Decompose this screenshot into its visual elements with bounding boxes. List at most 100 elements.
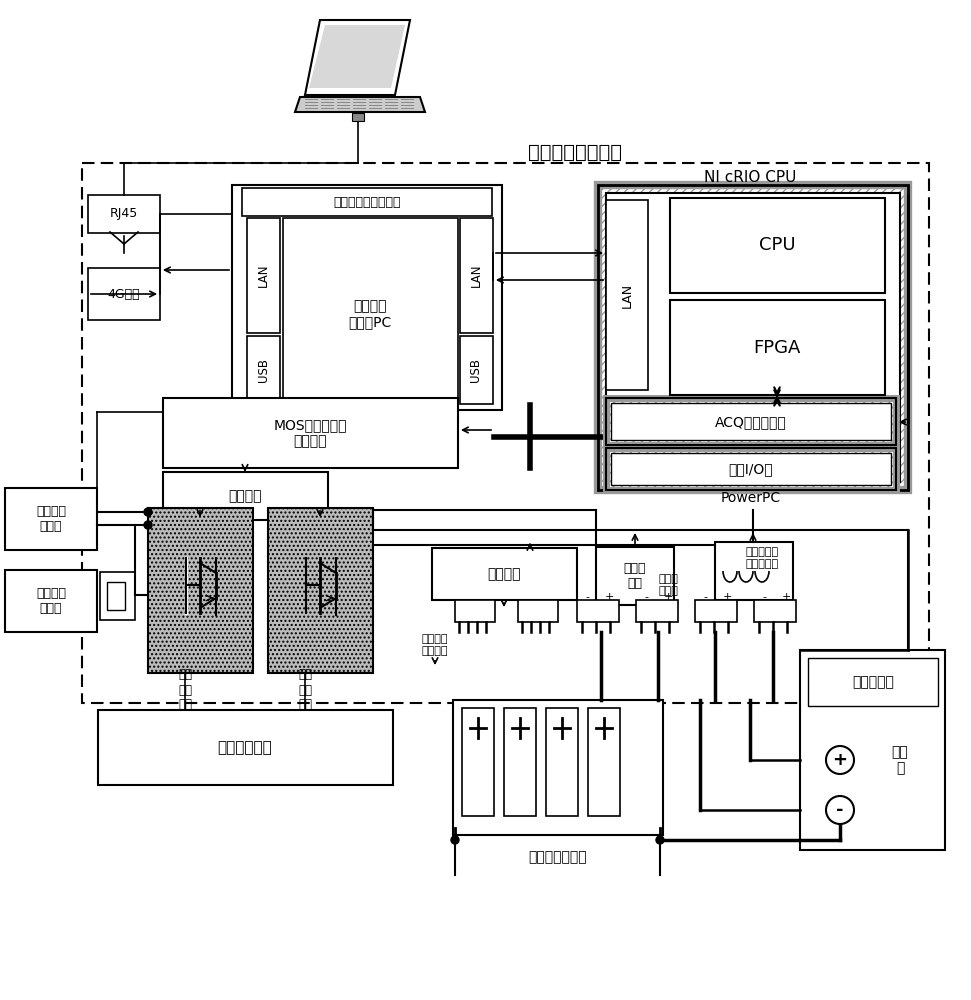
Bar — [800, 650, 945, 850]
Bar — [577, 600, 619, 622]
Bar — [98, 710, 393, 785]
Bar — [453, 700, 663, 835]
Text: 充电
机: 充电 机 — [891, 745, 909, 775]
Text: LAN: LAN — [470, 263, 483, 287]
Text: 被测试电能表: 被测试电能表 — [218, 740, 273, 756]
Text: 电能脉
冲输入: 电能脉 冲输入 — [658, 574, 678, 596]
Text: +: + — [722, 592, 732, 602]
Bar — [606, 448, 896, 490]
Text: +: + — [663, 592, 673, 602]
Circle shape — [451, 836, 459, 844]
Bar — [283, 218, 458, 410]
Bar — [268, 508, 373, 673]
Text: NI cRIO CPU: NI cRIO CPU — [704, 170, 796, 186]
Bar — [100, 572, 135, 620]
Bar — [82, 163, 929, 703]
Bar — [715, 542, 793, 600]
Text: 隔离驱动: 隔离驱动 — [228, 489, 262, 503]
Text: CPU: CPU — [758, 236, 795, 254]
Text: +: + — [604, 592, 614, 602]
Polygon shape — [305, 20, 410, 95]
Bar — [247, 336, 280, 404]
Bar — [88, 195, 160, 233]
Bar — [242, 188, 492, 216]
Polygon shape — [309, 25, 405, 88]
Text: 数字I/O卡: 数字I/O卡 — [728, 462, 773, 476]
Text: 4G模块: 4G模块 — [108, 288, 141, 300]
Circle shape — [826, 796, 854, 824]
Text: 脉冲
电流
输出: 脉冲 电流 输出 — [178, 668, 192, 712]
Bar — [5, 488, 97, 550]
Bar — [432, 548, 577, 600]
Text: 固态硬盘（存储器）: 固态硬盘（存储器） — [333, 196, 401, 209]
Bar — [611, 403, 891, 440]
Text: -: - — [836, 801, 844, 819]
Bar — [611, 453, 891, 485]
Bar — [352, 113, 364, 121]
Text: 脉冲
电压
输出: 脉冲 电压 输出 — [298, 668, 312, 712]
Text: PowerPC: PowerPC — [720, 491, 781, 505]
Text: RJ45: RJ45 — [110, 208, 138, 221]
Text: 精密零磁通
电流互感器: 精密零磁通 电流互感器 — [746, 547, 779, 569]
Text: 测试直流
电压源: 测试直流 电压源 — [36, 505, 66, 533]
Bar — [460, 336, 493, 404]
Text: 隔离单元: 隔离单元 — [487, 567, 520, 581]
Bar — [148, 508, 253, 673]
Text: 电池或电子负载: 电池或电子负载 — [528, 850, 587, 864]
Text: +: + — [782, 592, 790, 602]
Bar — [232, 185, 502, 410]
Bar — [107, 582, 125, 610]
Bar — [462, 708, 494, 816]
Circle shape — [333, 31, 397, 95]
Text: 直流电能表校验仪: 直流电能表校验仪 — [528, 142, 622, 161]
Bar — [808, 658, 938, 706]
Bar — [504, 708, 536, 816]
Text: +: + — [832, 751, 848, 769]
Text: USB: USB — [256, 358, 270, 382]
Bar — [606, 200, 648, 390]
Text: 标准分
压器: 标准分 压器 — [623, 562, 647, 590]
Circle shape — [144, 521, 152, 529]
Bar — [247, 218, 280, 333]
Bar — [606, 193, 900, 482]
Bar — [460, 218, 493, 333]
Text: FPGA: FPGA — [753, 339, 801, 357]
Bar — [518, 600, 558, 622]
Polygon shape — [295, 97, 425, 112]
Text: LAN: LAN — [256, 263, 270, 287]
Bar — [598, 185, 908, 490]
Bar — [598, 185, 908, 490]
Text: -: - — [585, 592, 589, 602]
Bar — [588, 708, 620, 816]
Bar — [611, 403, 891, 440]
Bar — [455, 600, 495, 622]
Bar — [611, 453, 891, 485]
Bar — [606, 398, 896, 445]
Bar — [606, 193, 900, 482]
Text: 标准电能
脉冲输出: 标准电能 脉冲输出 — [421, 634, 449, 656]
Bar — [163, 398, 458, 468]
Text: -: - — [762, 592, 766, 602]
Text: -: - — [703, 592, 707, 602]
Text: ACQ数据采集卡: ACQ数据采集卡 — [715, 415, 787, 429]
Text: 直流电能表: 直流电能表 — [853, 675, 894, 689]
Bar — [88, 268, 160, 320]
Bar — [670, 198, 885, 293]
Bar — [606, 398, 896, 445]
Text: 标准直流
电流源: 标准直流 电流源 — [36, 587, 66, 615]
Bar — [670, 300, 885, 395]
Circle shape — [656, 836, 664, 844]
Text: MOS开关控制和
测量单元: MOS开关控制和 测量单元 — [273, 418, 347, 448]
Text: -: - — [644, 592, 648, 602]
Text: LAN: LAN — [620, 282, 633, 308]
Circle shape — [144, 508, 152, 516]
Bar — [695, 600, 737, 622]
Text: USB: USB — [470, 358, 483, 382]
Bar — [5, 570, 97, 632]
Bar — [163, 472, 328, 520]
Bar — [754, 600, 796, 622]
Circle shape — [826, 746, 854, 774]
Text: 嵌入式工
业控制PC: 嵌入式工 业控制PC — [349, 299, 391, 329]
Bar — [596, 547, 674, 605]
Bar — [606, 448, 896, 490]
